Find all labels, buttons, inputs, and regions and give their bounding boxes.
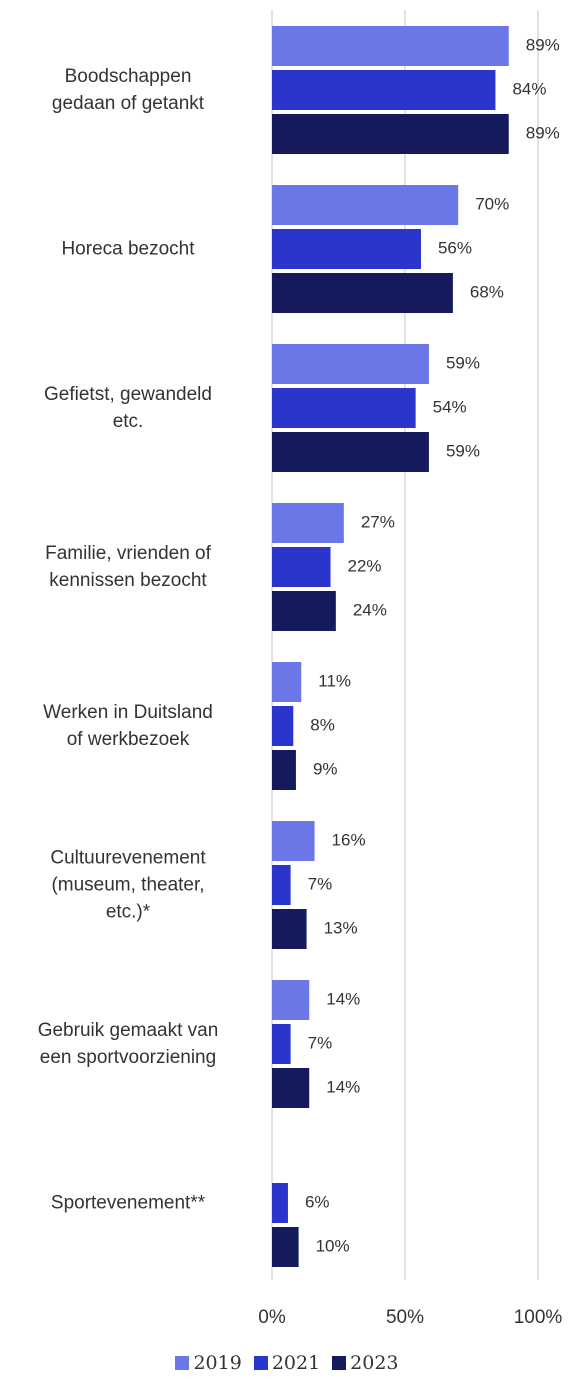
bar (272, 344, 429, 384)
legend: 2019 2021 2023 (0, 1352, 574, 1374)
value-label: 14% (326, 1077, 360, 1096)
value-label: 10% (316, 1236, 350, 1255)
value-label: 54% (433, 397, 467, 416)
category-label: Boodschappen gedaan of getankt (51, 66, 205, 114)
value-label: 24% (353, 600, 387, 619)
bar (272, 70, 496, 110)
value-label: 27% (361, 512, 395, 531)
bar (272, 865, 291, 905)
legend-item: 2019 (175, 1352, 242, 1374)
bar (272, 432, 429, 472)
legend-label: 2021 (271, 1352, 321, 1374)
bar (272, 114, 509, 154)
category-label: Gebruik gemaakt van een sportvoorziening (37, 1020, 219, 1068)
value-label: 89% (526, 35, 560, 54)
category-label: Sportevenement** (50, 1192, 206, 1214)
value-label: 9% (313, 759, 338, 778)
value-label: 59% (446, 353, 480, 372)
legend-swatch (332, 1356, 347, 1370)
category-label: Gefietst, gewandeld etc. (44, 384, 212, 432)
bar (272, 1227, 299, 1267)
value-label: 70% (475, 194, 509, 213)
bar (272, 1183, 288, 1223)
legend-item: 2023 (332, 1352, 399, 1374)
x-tick-label: 0% (258, 1307, 286, 1328)
value-label: 6% (305, 1192, 330, 1211)
bar (272, 662, 302, 702)
value-label: 7% (308, 874, 333, 893)
legend-swatch (175, 1356, 190, 1370)
bar (272, 1024, 291, 1064)
bar (272, 273, 453, 313)
bar (272, 591, 336, 631)
category-label: Horeca bezocht (61, 238, 195, 260)
value-label: 89% (526, 123, 560, 142)
value-label: 7% (308, 1033, 333, 1052)
value-label: 56% (438, 238, 472, 257)
bar (272, 229, 421, 269)
x-tick-label: 100% (514, 1307, 563, 1328)
legend-label: 2023 (350, 1352, 399, 1374)
bar (272, 547, 331, 587)
value-label: 68% (470, 282, 504, 301)
value-label: 59% (446, 441, 480, 460)
bar (272, 909, 307, 949)
value-label: 14% (326, 989, 360, 1008)
bar (272, 503, 344, 543)
bar (272, 388, 416, 428)
bar (272, 1068, 310, 1108)
category-label: Cultuurevenement (museum, theater, etc.)… (50, 847, 206, 923)
bar (272, 185, 459, 225)
value-label: 22% (348, 556, 382, 575)
x-tick-label: 50% (386, 1307, 424, 1328)
legend-swatch (253, 1356, 268, 1370)
category-label: Familie, vrienden of kennissen bezocht (45, 543, 211, 591)
value-label: 11% (318, 671, 351, 690)
category-label: Werken in Duitsland of werkbezoek (43, 702, 213, 750)
value-label: 13% (324, 918, 358, 937)
value-label: 8% (310, 715, 335, 734)
bar (272, 706, 294, 746)
value-label: 16% (332, 830, 366, 849)
bar (272, 821, 315, 861)
bar (272, 980, 310, 1020)
legend-item: 2021 (253, 1352, 321, 1374)
bar (272, 26, 509, 66)
bar (272, 750, 296, 790)
legend-label: 2019 (193, 1352, 242, 1374)
value-label: 84% (512, 79, 546, 98)
